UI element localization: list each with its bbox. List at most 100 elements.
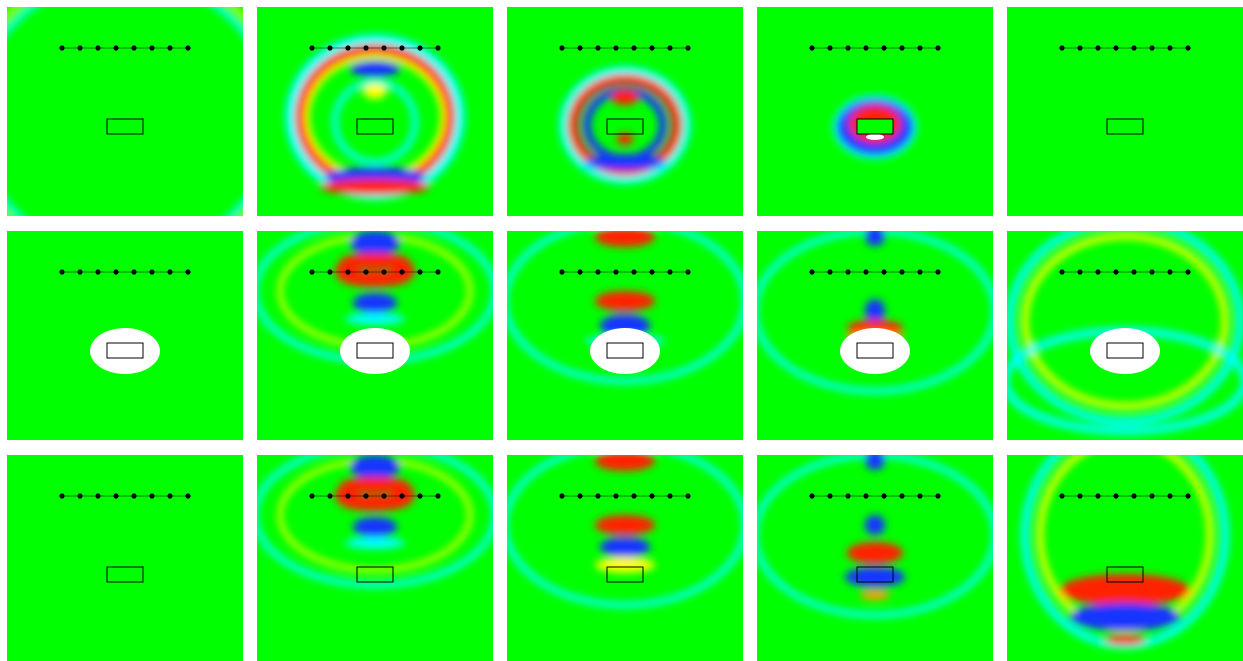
- wave-shape: [865, 231, 885, 246]
- target-box: [1106, 342, 1144, 359]
- receiver: [167, 45, 173, 51]
- receiver: [827, 45, 833, 51]
- receiver: [59, 493, 65, 499]
- receiver: [917, 45, 923, 51]
- receiver: [1059, 493, 1065, 499]
- wave-shape: [353, 517, 397, 537]
- target-box: [106, 342, 144, 359]
- receiver: [59, 45, 65, 51]
- receiver: [685, 45, 691, 51]
- receiver: [935, 493, 941, 499]
- target-box: [856, 118, 894, 135]
- wave-shape: [757, 455, 993, 618]
- receiver: [399, 269, 405, 275]
- target-box: [1106, 566, 1144, 583]
- wave-shape: [1070, 603, 1180, 631]
- panel: [1007, 455, 1243, 661]
- receiver: [345, 493, 351, 499]
- receiver: [381, 493, 387, 499]
- receiver: [1167, 493, 1173, 499]
- receiver: [417, 493, 423, 499]
- panel: [507, 455, 743, 661]
- target-box: [606, 118, 644, 135]
- receiver: [899, 45, 905, 51]
- receiver: [1113, 45, 1119, 51]
- panel: [757, 455, 993, 661]
- target-box: [606, 342, 644, 359]
- receiver: [113, 45, 119, 51]
- wave-shape: [257, 455, 493, 588]
- wavefield: [559, 66, 691, 184]
- panel: [757, 231, 993, 440]
- wave-shape: [847, 542, 903, 564]
- receiver: [363, 269, 369, 275]
- wave-shape: [845, 567, 905, 587]
- wave-shape: [353, 293, 397, 313]
- wavefield: [1021, 455, 1229, 649]
- wave-shape: [595, 291, 655, 311]
- receiver: [399, 493, 405, 499]
- receiver: [827, 493, 833, 499]
- target-box: [106, 566, 144, 583]
- receiver: [667, 493, 673, 499]
- panel-background: [1007, 7, 1243, 216]
- receiver: [649, 493, 655, 499]
- receiver: [559, 493, 565, 499]
- receiver: [1113, 269, 1119, 275]
- receiver: [1095, 493, 1101, 499]
- receiver: [595, 493, 601, 499]
- panel: [7, 231, 243, 440]
- panel: [7, 455, 243, 661]
- receiver: [595, 45, 601, 51]
- target-box: [356, 566, 394, 583]
- receiver: [881, 269, 887, 275]
- receiver: [149, 45, 155, 51]
- target-box: [106, 118, 144, 135]
- receiver: [59, 269, 65, 275]
- receiver: [363, 45, 369, 51]
- receiver: [613, 269, 619, 275]
- receiver: [95, 269, 101, 275]
- wave-shape: [865, 515, 885, 535]
- receiver: [685, 493, 691, 499]
- wave-shape: [1105, 635, 1145, 645]
- panel-background: [7, 455, 243, 661]
- receiver: [1113, 493, 1119, 499]
- receiver: [309, 45, 315, 51]
- receiver: [1167, 45, 1173, 51]
- receiver: [131, 493, 137, 499]
- target-box: [1106, 118, 1144, 135]
- receiver: [631, 45, 637, 51]
- panel-background: [7, 7, 243, 216]
- receiver: [1185, 493, 1191, 499]
- receiver: [881, 493, 887, 499]
- receiver: [77, 45, 83, 51]
- wave-shape: [757, 231, 993, 394]
- target-box: [606, 566, 644, 583]
- wave-shape: [568, 74, 682, 176]
- receiver: [131, 45, 137, 51]
- panel: [1007, 7, 1243, 216]
- receiver: [845, 269, 851, 275]
- receiver: [613, 493, 619, 499]
- wave-shape: [350, 231, 400, 255]
- wave-shape: [865, 299, 885, 323]
- receiver: [1149, 493, 1155, 499]
- wave-shape: [340, 253, 410, 269]
- receiver: [149, 269, 155, 275]
- receiver: [1167, 269, 1173, 275]
- receiver: [917, 493, 923, 499]
- wave-shape: [617, 133, 633, 145]
- cavity: [90, 328, 160, 374]
- receiver: [595, 269, 601, 275]
- panel: [507, 7, 743, 216]
- panel: [757, 7, 993, 216]
- target-box: [356, 342, 394, 359]
- receiver: [935, 269, 941, 275]
- receiver: [1131, 493, 1137, 499]
- wave-shape: [595, 455, 655, 471]
- receiver: [327, 45, 333, 51]
- receiver: [113, 269, 119, 275]
- receiver: [577, 269, 583, 275]
